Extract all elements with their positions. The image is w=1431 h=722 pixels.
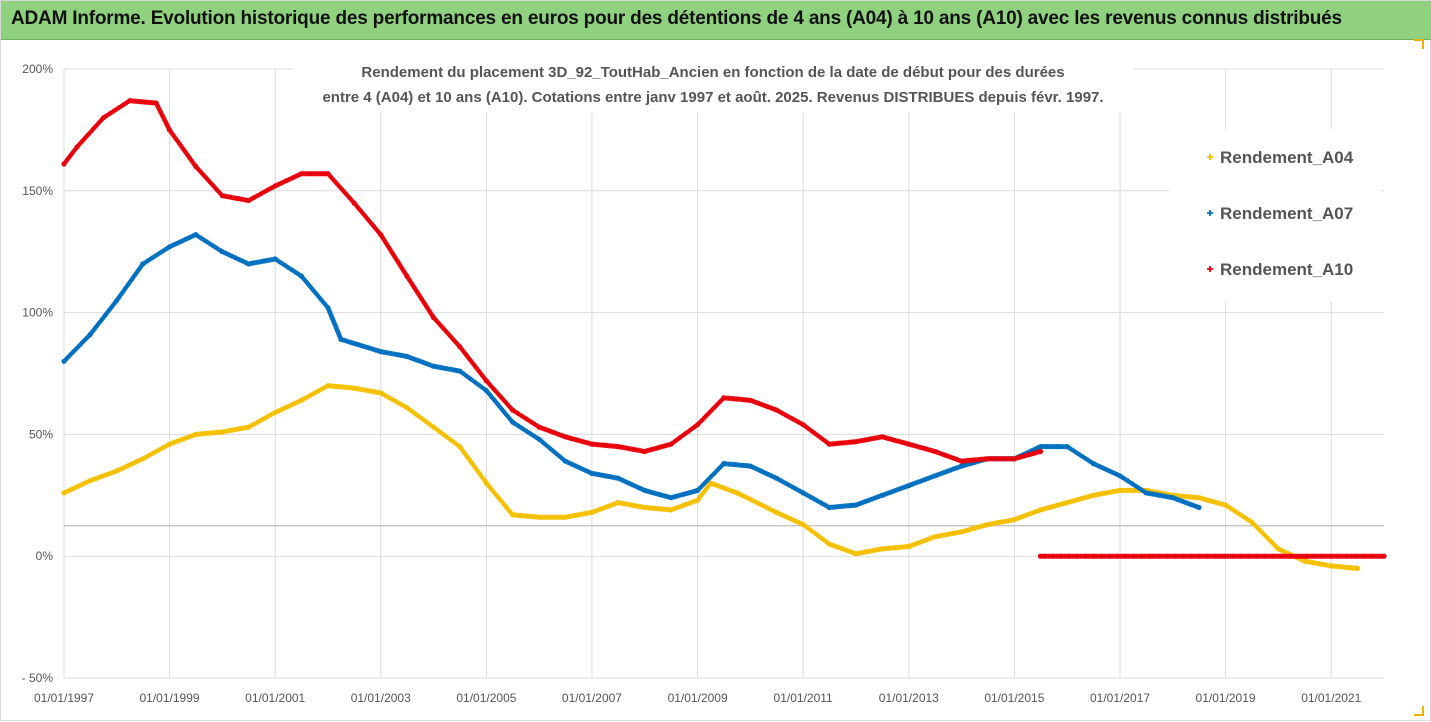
legend-entry: Rendement_A07 [1220, 204, 1353, 223]
data-marker [587, 510, 593, 516]
data-marker [772, 509, 778, 515]
x-tick-label: 01/01/2005 [456, 691, 516, 705]
y-tick-label: 50% [29, 427, 53, 441]
x-tick-label: 01/01/1997 [34, 691, 94, 705]
data-marker [429, 423, 435, 429]
data-marker [1116, 472, 1122, 478]
corner-handle-bottom-right [1414, 706, 1424, 716]
data-marker [165, 442, 171, 448]
subtitle-box [293, 57, 1133, 113]
data-marker [772, 407, 778, 412]
data-marker [297, 398, 303, 404]
x-tick-label: 01/01/2019 [1196, 691, 1256, 705]
data-marker [720, 462, 726, 468]
data-marker [825, 540, 831, 546]
data-marker [561, 433, 567, 439]
x-tick-label: 01/01/2001 [245, 691, 305, 705]
data-marker [1195, 504, 1200, 510]
data-marker [931, 534, 936, 540]
data-marker [614, 475, 620, 481]
legend-marker [1207, 154, 1213, 160]
data-marker [376, 390, 382, 396]
y-tick-label: 0% [36, 549, 54, 563]
chart-subtitle-line: Rendement du placement 3D_92_ToutHab_Anc… [361, 64, 1064, 81]
data-marker [1300, 557, 1306, 563]
x-tick-label: 01/01/2013 [879, 691, 939, 705]
data-marker [165, 245, 171, 251]
data-marker [403, 404, 408, 410]
y-tick-label: 200% [22, 62, 53, 76]
data-marker [112, 469, 118, 474]
data-marker [244, 424, 250, 430]
data-marker [772, 475, 778, 481]
data-marker [1379, 553, 1385, 559]
x-tick-label: 01/01/1999 [139, 691, 199, 705]
data-marker [588, 470, 593, 476]
data-marker [377, 230, 383, 236]
corner-handle-top-right [1414, 39, 1424, 49]
data-marker [904, 483, 910, 489]
legend-marker [1207, 266, 1213, 272]
x-tick-label: 01/01/2009 [668, 691, 728, 705]
data-marker [324, 304, 330, 309]
data-marker [166, 126, 172, 131]
y-tick-label: 100% [22, 306, 53, 320]
data-marker [139, 456, 145, 462]
data-marker [746, 463, 752, 469]
data-marker [86, 478, 92, 484]
x-tick-label: 01/01/2017 [1090, 691, 1150, 705]
x-tick-label: 01/01/2007 [562, 691, 622, 705]
data-marker [931, 473, 936, 479]
legend-entry: Rendement_A04 [1220, 148, 1354, 167]
data-marker [271, 184, 277, 190]
x-tick-label: 01/01/2003 [351, 691, 411, 705]
data-marker [1089, 460, 1095, 466]
data-marker [957, 464, 963, 470]
data-marker [535, 423, 541, 429]
header-banner: ADAM Informe. Evolution historique des p… [1, 1, 1431, 40]
series-a10-zero-line [1037, 553, 1387, 559]
data-marker [1036, 508, 1042, 513]
data-marker [535, 435, 541, 441]
series-rendement_a07 [61, 232, 1202, 511]
data-marker [403, 272, 409, 278]
data-marker [640, 487, 646, 493]
legend-entry: Rendement_A10 [1220, 260, 1353, 279]
data-marker [1010, 517, 1016, 523]
data-marker [1221, 502, 1227, 508]
data-marker [1142, 489, 1148, 495]
data-marker [218, 192, 224, 197]
data-marker [930, 448, 936, 454]
y-tick-label: 150% [22, 184, 53, 198]
data-marker [323, 171, 329, 177]
data-marker [878, 493, 884, 499]
data-marker [1168, 494, 1174, 500]
legend-marker [1207, 210, 1213, 216]
data-marker [1036, 449, 1042, 455]
chart-subtitle-line: entre 4 (A04) et 10 ans (A10). Cotations… [322, 89, 1103, 106]
data-marker [271, 410, 277, 416]
page-title: ADAM Informe. Evolution historique des p… [11, 8, 1342, 29]
data-marker [720, 396, 726, 402]
data-marker [733, 489, 739, 495]
data-marker [1353, 565, 1359, 571]
x-tick-label: 01/01/2015 [984, 691, 1044, 705]
y-tick-label: - 50% [22, 671, 54, 685]
data-marker [693, 488, 699, 494]
data-marker [904, 441, 910, 447]
x-tick-label: 01/01/2021 [1301, 691, 1361, 705]
data-marker [799, 521, 805, 527]
data-marker [799, 489, 805, 495]
data-marker [218, 248, 224, 254]
data-marker [799, 421, 805, 427]
data-marker [455, 368, 461, 374]
data-marker [667, 442, 673, 448]
x-tick-label: 01/01/2011 [774, 691, 833, 705]
series-rendement_a10 [61, 98, 1044, 464]
legend-box [1169, 129, 1381, 301]
